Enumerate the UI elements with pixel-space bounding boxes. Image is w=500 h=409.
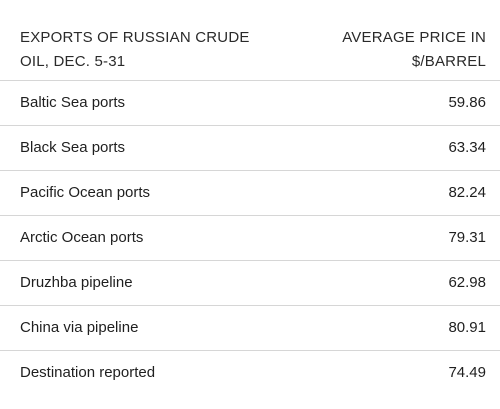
column-header-price-line-2: $/BARREL xyxy=(411,53,486,70)
column-header-exports: EXPORTS OF RUSSIAN CRUDE OIL, DEC. 5-31 xyxy=(20,26,290,74)
row-label: Black Sea ports xyxy=(20,139,126,156)
row-label: Druzhba pipeline xyxy=(20,274,133,291)
row-value: 79.31 xyxy=(448,229,486,246)
table-row: China via pipeline 80.91 xyxy=(0,306,500,351)
row-value: 82.24 xyxy=(448,184,486,201)
row-label: Baltic Sea ports xyxy=(20,94,126,111)
row-value: 63.34 xyxy=(448,139,486,156)
table-row: Destination reported 74.49 xyxy=(0,351,500,395)
row-value: 59.86 xyxy=(448,94,486,111)
row-label: China via pipeline xyxy=(20,319,139,336)
table-row: Druzhba pipeline 62.98 xyxy=(0,261,500,306)
table-row: Arctic Ocean ports 79.31 xyxy=(0,216,500,261)
row-value: 80.91 xyxy=(448,319,486,336)
table-header: EXPORTS OF RUSSIAN CRUDE OIL, DEC. 5-31 … xyxy=(0,0,500,81)
row-label: Arctic Ocean ports xyxy=(20,229,144,246)
row-label: Destination reported xyxy=(20,364,156,381)
table-body: Baltic Sea ports 59.86 Black Sea ports 6… xyxy=(0,81,500,395)
column-header-exports-line-2: OIL, DEC. 5-31 xyxy=(20,53,126,70)
column-header-price: AVERAGE PRICE IN $/BARREL xyxy=(286,26,486,74)
column-header-exports-line-1: EXPORTS OF RUSSIAN CRUDE xyxy=(20,29,250,46)
row-value: 74.49 xyxy=(448,364,486,381)
column-header-price-line-1: AVERAGE PRICE IN xyxy=(342,29,486,46)
table-row: Black Sea ports 63.34 xyxy=(0,126,500,171)
row-label: Pacific Ocean ports xyxy=(20,184,151,201)
row-value: 62.98 xyxy=(448,274,486,291)
table-row: Pacific Ocean ports 82.24 xyxy=(0,171,500,216)
table-row: Baltic Sea ports 59.86 xyxy=(0,81,500,126)
